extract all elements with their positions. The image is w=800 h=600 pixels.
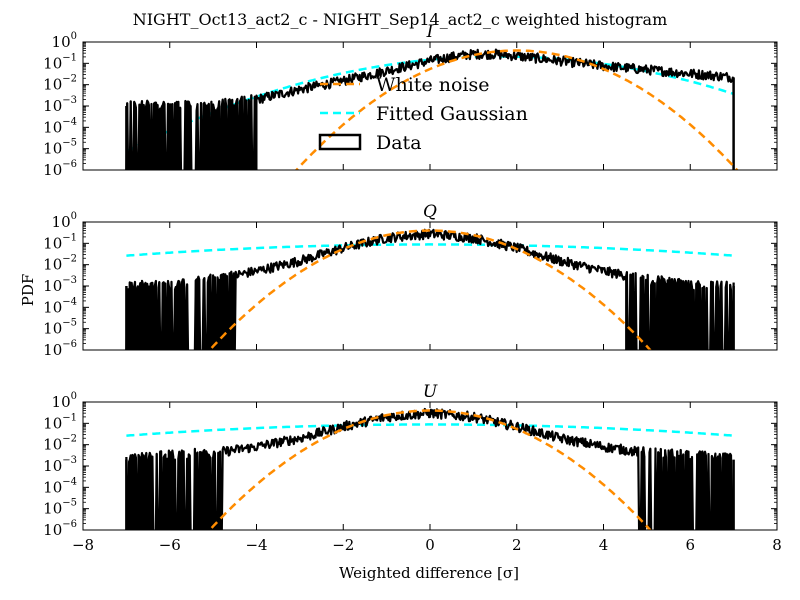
y-tick-label: 100 bbox=[52, 211, 77, 231]
y-tick-label: 10−5 bbox=[43, 138, 77, 158]
x-tick-label: −2 bbox=[332, 536, 354, 554]
data-histogram-line bbox=[125, 48, 735, 170]
legend-label: White noise bbox=[376, 74, 490, 96]
plot-area bbox=[83, 48, 777, 170]
y-tick-label: 10−1 bbox=[43, 412, 77, 432]
x-tick-label: 2 bbox=[512, 536, 522, 554]
legend: White noise Fitted Gaussian Data bbox=[318, 74, 528, 154]
data-histogram-line bbox=[125, 407, 734, 530]
panel-title: I bbox=[426, 22, 434, 42]
data-histogram-edges bbox=[125, 459, 735, 530]
x-tick-label: −4 bbox=[245, 536, 267, 554]
legend-entry-data: Data bbox=[318, 132, 422, 154]
panel-title: U bbox=[423, 382, 438, 402]
x-tick-label: 4 bbox=[599, 536, 609, 554]
y-tick-label: 10−5 bbox=[43, 498, 77, 518]
x-tick-label: 0 bbox=[425, 536, 435, 554]
y-tick-label: 10−3 bbox=[43, 95, 77, 115]
data-histogram-edges bbox=[125, 77, 735, 170]
plot-area bbox=[83, 228, 777, 350]
x-tick-label: 8 bbox=[772, 536, 782, 554]
series-data-histogram bbox=[125, 48, 735, 170]
plot-area bbox=[83, 407, 777, 530]
panel-title: Q bbox=[423, 202, 437, 222]
series-fitted-gaussian bbox=[126, 243, 734, 257]
y-tick-label: 10−3 bbox=[43, 455, 77, 475]
x-tick-label: −6 bbox=[159, 536, 181, 554]
series-data-histogram bbox=[125, 407, 735, 530]
series-data-histogram bbox=[125, 228, 735, 350]
y-tick-label: 10−6 bbox=[43, 339, 77, 359]
y-tick-label: 10−2 bbox=[43, 74, 77, 94]
figure-title: NIGHT_Oct13_act2_c - NIGHT_Sep14_act2_c … bbox=[133, 10, 668, 29]
y-tick-label: 100 bbox=[52, 31, 77, 51]
y-tick-label: 10−4 bbox=[43, 296, 77, 316]
y-tick-label: 10−4 bbox=[43, 116, 77, 136]
y-tick-label: 10−1 bbox=[43, 52, 77, 72]
legend-entry-fitted-gaussian: Fitted Gaussian bbox=[320, 103, 528, 125]
data-histogram-spikes bbox=[126, 271, 735, 350]
legend-label: Data bbox=[376, 132, 422, 154]
y-tick-label: 100 bbox=[52, 391, 77, 411]
x-axis-label: Weighted difference [σ] bbox=[339, 564, 519, 582]
y-tick-label: 10−6 bbox=[43, 519, 77, 539]
y-tick-label: 10−3 bbox=[43, 275, 77, 295]
series-white-noise bbox=[83, 49, 777, 170]
data-histogram-edges bbox=[125, 286, 735, 350]
legend-label: Fitted Gaussian bbox=[376, 103, 528, 125]
chart-panel-u: −8 −6 −4 −2 0 2 4 6 8 10010−110−210−310−410−510−6… bbox=[43, 382, 782, 554]
y-tick-label: 10−2 bbox=[43, 434, 77, 454]
series-fitted-gaussian bbox=[126, 423, 734, 437]
x-tick-label: −8 bbox=[72, 536, 94, 554]
y-axis-label: PDF bbox=[19, 274, 37, 307]
legend-entry-white-noise: White noise bbox=[320, 74, 490, 96]
x-tick-label: 6 bbox=[685, 536, 695, 554]
legend-swatch bbox=[318, 133, 362, 151]
y-tick-label: 10−2 bbox=[43, 254, 77, 274]
y-tick-label: 10−4 bbox=[43, 476, 77, 496]
y-tick-label: 10−1 bbox=[43, 232, 77, 252]
y-tick-label: 10−6 bbox=[43, 159, 77, 179]
y-tick-label: 10−5 bbox=[43, 318, 77, 338]
